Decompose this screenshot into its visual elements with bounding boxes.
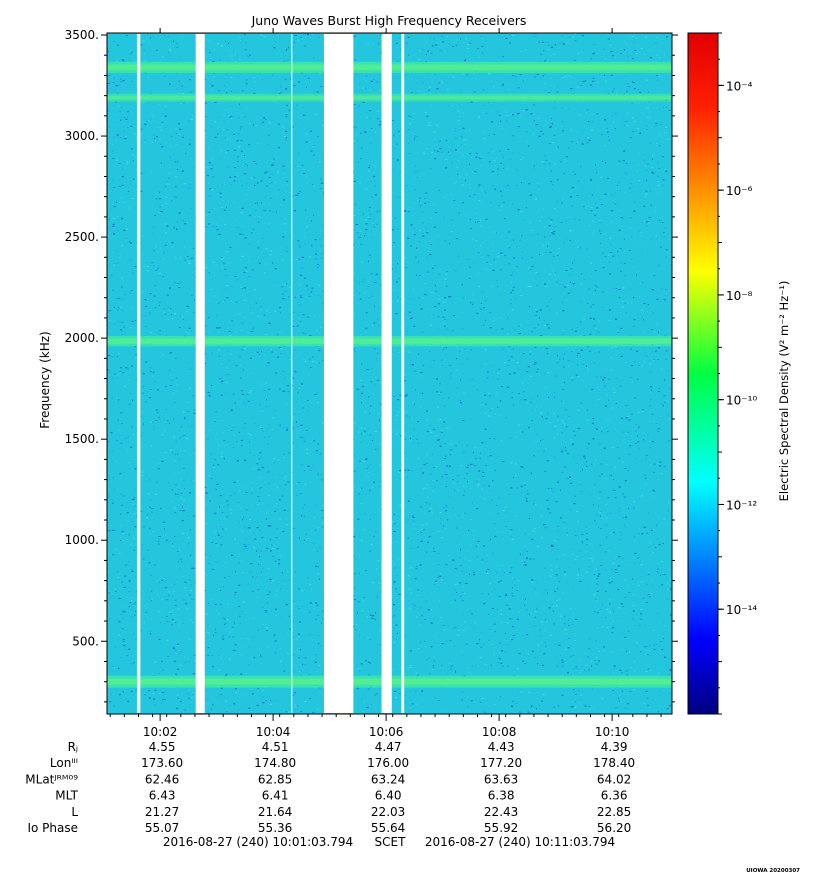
colorbar-tick-label: 10⁻⁶ <box>726 184 753 198</box>
time-range-start: 2016-08-27 (240) 10:01:03.794 <box>163 835 353 849</box>
ephemeris-value: 4.43 <box>488 740 515 754</box>
y-tick-label: 3000. <box>65 129 99 143</box>
x-axis: 10:02 10:04 10:06 10:08 10:10 <box>109 28 662 739</box>
x-tick-label: 10:06 <box>369 725 404 739</box>
data-gap <box>195 34 205 713</box>
data-gap <box>291 34 293 713</box>
ephemeris-value: 6.40 <box>375 789 402 803</box>
ephemeris-value: 22.85 <box>597 805 631 819</box>
ephemeris-value: 4.55 <box>149 740 176 754</box>
ephemeris-value: 22.43 <box>484 805 518 819</box>
colorbar-tick-label: 10⁻⁸ <box>726 289 753 303</box>
colorbar-tick-label: 10⁻⁴ <box>726 79 753 93</box>
y-axis: 500. 1000. 1500. 2000. 2500. 3000. 3500. <box>65 28 678 703</box>
y-tick-label: 3500. <box>65 28 99 42</box>
data-gap <box>401 34 405 713</box>
ephemeris-label: L <box>71 805 78 819</box>
ephemeris-value: 22.03 <box>371 805 405 819</box>
plot-frame <box>106 32 673 715</box>
ephemeris-value: 173.60 <box>141 756 183 770</box>
ephemeris-value: 63.24 <box>371 772 405 786</box>
ephemeris-value: 56.20 <box>597 821 631 835</box>
ephemeris-value: 4.51 <box>262 740 289 754</box>
ephemeris-value: 62.85 <box>258 772 292 786</box>
ephemeris-value: 55.64 <box>371 821 405 835</box>
ephemeris-value: 4.47 <box>375 740 402 754</box>
ephemeris-value: 55.92 <box>484 821 518 835</box>
colorbar: 10⁻¹⁴ 10⁻¹² 10⁻¹⁰ 10⁻⁸ 10⁻⁶ 10⁻⁴ Electric Spe… <box>687 32 791 715</box>
ephemeris-value: 176.00 <box>367 756 409 770</box>
data-gap <box>323 34 354 713</box>
ephemeris-value: 64.02 <box>597 772 631 786</box>
ephemeris-value: 55.36 <box>258 821 292 835</box>
x-tick-label: 10:08 <box>482 725 517 739</box>
ephemeris-value: 55.07 <box>145 821 179 835</box>
ephemeris-value: 178.40 <box>593 756 635 770</box>
y-tick-label: 500. <box>72 634 99 648</box>
ephemeris-value: 21.27 <box>145 805 179 819</box>
time-range-scet: SCET <box>375 835 407 849</box>
ephemeris-value: 6.43 <box>149 789 176 803</box>
colorbar-label: Electric Spectral Density (V² m⁻² Hz⁻¹) <box>777 281 791 502</box>
chart-title: Juno Waves Burst High Frequency Receiver… <box>251 13 527 28</box>
x-tick-label: 10:10 <box>595 725 630 739</box>
x-tick-label: 10:04 <box>256 725 291 739</box>
colorbar-gradient <box>687 32 719 715</box>
ephemeris-value: 6.41 <box>262 789 289 803</box>
ephemeris-value: 21.64 <box>258 805 292 819</box>
y-tick-label: 2000. <box>65 331 99 345</box>
ephemeris-label: MLT <box>55 789 78 803</box>
ephemeris-value: 174.80 <box>254 756 296 770</box>
ephemeris-label: Lonᴵᴵᴵ <box>50 756 78 770</box>
data-gap <box>381 34 392 713</box>
data-gaps <box>136 34 405 713</box>
credit-stamp: UIOWA 20200307 <box>746 868 800 874</box>
ephemeris-label: MLatᴶᴿᴹ⁰⁹ <box>25 772 78 786</box>
colorbar-tick-label: 10⁻¹² <box>726 498 757 512</box>
ephemeris-value: 4.39 <box>601 740 628 754</box>
ephemeris-value: 63.63 <box>484 772 518 786</box>
y-tick-label: 2500. <box>65 230 99 244</box>
ephemeris-table: Rⱼ 4.55 4.51 4.47 4.43 4.39 Lonᴵᴵᴵ 173.60 174.80… <box>25 740 635 835</box>
y-tick-label: 1500. <box>65 432 99 446</box>
ephemeris-label: Io Phase <box>27 821 78 835</box>
ephemeris-value: 6.36 <box>601 789 628 803</box>
colorbar-ticks: 10⁻¹⁴ 10⁻¹² 10⁻¹⁰ 10⁻⁸ 10⁻⁶ 10⁻⁴ <box>718 32 757 715</box>
ephemeris-label: Rⱼ <box>68 740 78 754</box>
y-axis-label: Frequency (kHz) <box>38 331 52 428</box>
x-tick-label: 10:02 <box>143 725 178 739</box>
plot-area <box>106 32 673 715</box>
time-range-end: 2016-08-27 (240) 10:11:03.794 <box>425 835 615 849</box>
ephemeris-value: 177.20 <box>480 756 522 770</box>
y-tick-label: 1000. <box>65 533 99 547</box>
ephemeris-value: 62.46 <box>145 772 179 786</box>
data-gap <box>136 34 141 713</box>
colorbar-tick-label: 10⁻¹⁴ <box>726 603 757 617</box>
colorbar-tick-label: 10⁻¹⁰ <box>726 394 757 408</box>
ephemeris-value: 6.38 <box>488 789 515 803</box>
